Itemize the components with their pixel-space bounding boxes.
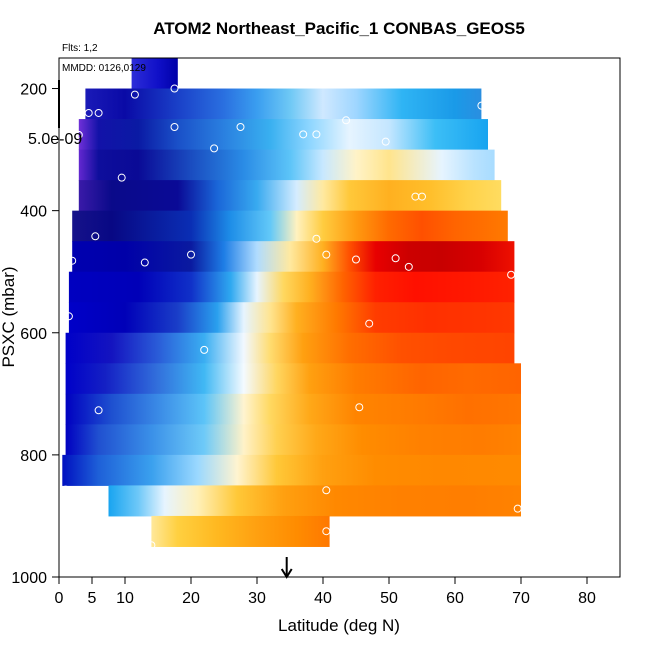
- data-point: [507, 270, 516, 279]
- x-tick-label: 30: [248, 590, 266, 607]
- data-point: [418, 192, 426, 201]
- data-point: [381, 137, 390, 146]
- y-tick-label: 1000: [11, 570, 47, 587]
- data-point: [91, 232, 100, 241]
- x-tick-label: 40: [314, 590, 332, 607]
- data-point: [322, 486, 331, 495]
- data-point: [312, 130, 321, 139]
- plot-frame: [58, 57, 621, 578]
- y-axis: 200 400 600 800 1000: [11, 82, 59, 587]
- y-tick-label: 400: [20, 204, 47, 221]
- heatmap-band: [78, 149, 495, 181]
- data-point: [210, 144, 219, 153]
- heatmap-band: [65, 332, 515, 364]
- data-point: [513, 504, 522, 513]
- data-point: [84, 108, 93, 117]
- heatmap-band: [78, 119, 489, 151]
- y-tick-label: 200: [20, 82, 47, 99]
- data-point: [312, 234, 321, 243]
- data-point: [94, 108, 103, 117]
- scale-label: 5.0e-09: [28, 131, 82, 148]
- data-point: [299, 130, 308, 139]
- x-tick-label: 5: [88, 590, 97, 607]
- heatmap-band: [65, 424, 521, 456]
- data-point: [391, 254, 400, 263]
- data-point: [355, 403, 364, 412]
- data-point: [365, 319, 374, 328]
- y-axis-label: PSXC (mbar): [0, 266, 18, 367]
- heatmap-band: [68, 302, 515, 334]
- heatmap-band: [78, 180, 502, 212]
- data-point: [140, 258, 149, 267]
- x-tick-label: 80: [578, 590, 596, 607]
- x-axis: 0 5 10 20 30 40 50 60 70 80: [55, 577, 596, 607]
- x-tick-label: 50: [380, 590, 398, 607]
- heatmap-band: [151, 515, 330, 547]
- data-point: [64, 312, 73, 321]
- arrow-head: [280, 568, 293, 579]
- heatmap-band: [72, 241, 515, 273]
- data-point: [170, 122, 179, 131]
- x-tick-label: 20: [182, 590, 200, 607]
- data-point: [68, 256, 77, 265]
- data-point: [322, 250, 331, 259]
- mmdd-label: MMDD: 0126,0129: [62, 63, 146, 74]
- flights-label: Flts: 1,2: [62, 43, 98, 54]
- x-tick-label: 70: [512, 590, 530, 607]
- heatmap-band: [131, 58, 178, 90]
- data-point: [147, 541, 156, 550]
- data-point: [94, 406, 103, 415]
- x-tick-label: 0: [55, 590, 64, 607]
- data-point: [61, 485, 70, 494]
- data-point: [200, 345, 209, 354]
- data-point: [352, 255, 360, 264]
- y-tick-label: 600: [20, 326, 47, 343]
- data-point: [404, 262, 413, 271]
- latitude-arrow: [280, 557, 293, 579]
- x-tick-label: 60: [446, 590, 464, 607]
- heatmap-band: [65, 393, 521, 425]
- data-point: [187, 250, 195, 259]
- data-point: [74, 130, 83, 139]
- chart-title: ATOM2 Northeast_Pacific_1 CONBAS_GEOS5: [153, 19, 525, 38]
- data-point: [236, 122, 245, 131]
- data-point: [322, 527, 331, 536]
- x-axis-label: Latitude (deg N): [278, 616, 400, 635]
- heatmap-bands: [62, 58, 522, 547]
- heatmap-band: [85, 88, 482, 120]
- heatmap-band: [108, 485, 521, 517]
- data-point: [477, 101, 486, 110]
- data-points: [61, 84, 522, 550]
- data-point: [342, 116, 351, 125]
- data-point: [130, 90, 139, 99]
- heatmap-band: [72, 210, 508, 242]
- heatmap-band: [68, 271, 515, 303]
- x-tick-label: 10: [116, 590, 134, 607]
- heatmap-band: [65, 363, 521, 395]
- y-tick-label: 800: [20, 448, 47, 465]
- data-point: [117, 173, 126, 182]
- data-point: [170, 84, 179, 93]
- heatmap-band: [62, 454, 522, 486]
